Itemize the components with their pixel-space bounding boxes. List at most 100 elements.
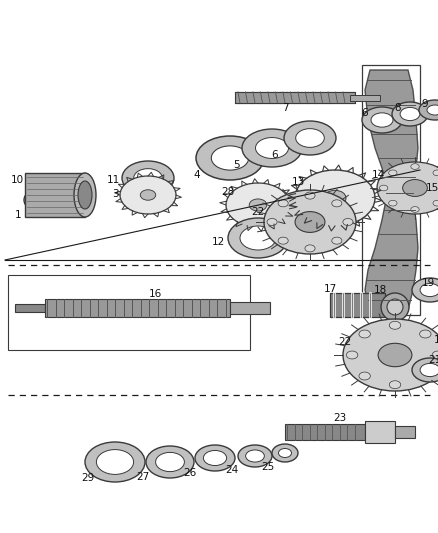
Ellipse shape bbox=[62, 183, 94, 203]
Ellipse shape bbox=[359, 372, 371, 380]
Ellipse shape bbox=[389, 170, 397, 176]
Ellipse shape bbox=[411, 207, 419, 212]
Text: 12: 12 bbox=[212, 237, 225, 247]
Ellipse shape bbox=[377, 162, 438, 214]
FancyBboxPatch shape bbox=[330, 293, 385, 317]
Ellipse shape bbox=[122, 161, 174, 195]
Ellipse shape bbox=[69, 188, 87, 198]
FancyBboxPatch shape bbox=[230, 302, 270, 314]
Ellipse shape bbox=[140, 190, 155, 200]
Ellipse shape bbox=[295, 170, 375, 226]
Text: 23: 23 bbox=[333, 413, 346, 423]
Text: 5: 5 bbox=[234, 160, 240, 170]
Text: 11: 11 bbox=[106, 175, 120, 185]
Ellipse shape bbox=[343, 219, 353, 225]
Ellipse shape bbox=[392, 102, 428, 126]
Ellipse shape bbox=[295, 212, 325, 232]
Ellipse shape bbox=[155, 453, 184, 472]
Ellipse shape bbox=[332, 237, 342, 244]
Text: 27: 27 bbox=[136, 472, 150, 482]
Text: 25: 25 bbox=[261, 462, 275, 472]
Ellipse shape bbox=[433, 200, 438, 206]
Ellipse shape bbox=[432, 351, 438, 359]
Ellipse shape bbox=[267, 219, 277, 225]
Text: 3: 3 bbox=[112, 189, 118, 199]
Ellipse shape bbox=[403, 180, 427, 197]
Ellipse shape bbox=[228, 218, 288, 258]
Ellipse shape bbox=[226, 183, 290, 227]
Ellipse shape bbox=[264, 190, 356, 254]
Text: 10: 10 bbox=[11, 175, 24, 185]
Text: 13: 13 bbox=[291, 177, 304, 187]
Text: 17: 17 bbox=[323, 284, 337, 294]
Ellipse shape bbox=[359, 330, 371, 338]
Ellipse shape bbox=[379, 185, 388, 191]
Text: 6: 6 bbox=[362, 108, 368, 118]
Text: 29: 29 bbox=[81, 473, 95, 483]
Ellipse shape bbox=[400, 108, 420, 120]
Ellipse shape bbox=[195, 445, 235, 471]
Ellipse shape bbox=[427, 105, 438, 115]
Polygon shape bbox=[365, 70, 418, 310]
Ellipse shape bbox=[249, 199, 267, 211]
Ellipse shape bbox=[278, 200, 288, 207]
Ellipse shape bbox=[420, 284, 438, 296]
Text: 16: 16 bbox=[148, 289, 162, 299]
Ellipse shape bbox=[279, 448, 292, 457]
FancyBboxPatch shape bbox=[25, 173, 85, 217]
Ellipse shape bbox=[255, 138, 289, 158]
Ellipse shape bbox=[389, 200, 397, 206]
Ellipse shape bbox=[74, 173, 96, 217]
Ellipse shape bbox=[246, 450, 265, 462]
Ellipse shape bbox=[420, 372, 431, 380]
Text: 21: 21 bbox=[428, 355, 438, 365]
Text: 24: 24 bbox=[226, 465, 239, 475]
Ellipse shape bbox=[332, 200, 342, 207]
FancyBboxPatch shape bbox=[15, 304, 45, 312]
Text: 14: 14 bbox=[371, 170, 385, 180]
Ellipse shape bbox=[371, 113, 393, 127]
Ellipse shape bbox=[387, 299, 403, 315]
Text: 2: 2 bbox=[52, 202, 58, 212]
Ellipse shape bbox=[346, 351, 358, 359]
Text: 7: 7 bbox=[282, 103, 288, 113]
Ellipse shape bbox=[32, 193, 52, 207]
Ellipse shape bbox=[389, 321, 401, 329]
Ellipse shape bbox=[240, 226, 276, 250]
Ellipse shape bbox=[412, 358, 438, 382]
Ellipse shape bbox=[85, 442, 145, 482]
Text: 22: 22 bbox=[251, 207, 265, 217]
Text: 26: 26 bbox=[184, 468, 197, 478]
Ellipse shape bbox=[362, 107, 402, 133]
FancyBboxPatch shape bbox=[45, 299, 230, 317]
Ellipse shape bbox=[305, 245, 315, 252]
Text: 22: 22 bbox=[339, 337, 352, 347]
Ellipse shape bbox=[272, 444, 298, 462]
Ellipse shape bbox=[211, 146, 249, 170]
FancyBboxPatch shape bbox=[285, 424, 365, 440]
Ellipse shape bbox=[78, 181, 92, 209]
Ellipse shape bbox=[305, 192, 315, 199]
Text: 8: 8 bbox=[395, 103, 401, 113]
Ellipse shape bbox=[196, 136, 264, 180]
Ellipse shape bbox=[433, 170, 438, 176]
Text: 18: 18 bbox=[373, 285, 387, 295]
Text: 19: 19 bbox=[433, 335, 438, 345]
Ellipse shape bbox=[296, 128, 324, 147]
Ellipse shape bbox=[419, 100, 438, 120]
Ellipse shape bbox=[120, 176, 176, 214]
Text: 9: 9 bbox=[422, 99, 428, 109]
Text: 28: 28 bbox=[221, 187, 235, 197]
Ellipse shape bbox=[412, 278, 438, 302]
Ellipse shape bbox=[146, 446, 194, 478]
Ellipse shape bbox=[381, 293, 409, 321]
Ellipse shape bbox=[203, 450, 226, 465]
Ellipse shape bbox=[378, 343, 412, 367]
FancyBboxPatch shape bbox=[365, 421, 395, 443]
Ellipse shape bbox=[238, 445, 272, 467]
Ellipse shape bbox=[284, 121, 336, 155]
Text: 6: 6 bbox=[272, 150, 278, 160]
Ellipse shape bbox=[134, 168, 162, 188]
Ellipse shape bbox=[389, 381, 401, 389]
Ellipse shape bbox=[24, 188, 60, 212]
